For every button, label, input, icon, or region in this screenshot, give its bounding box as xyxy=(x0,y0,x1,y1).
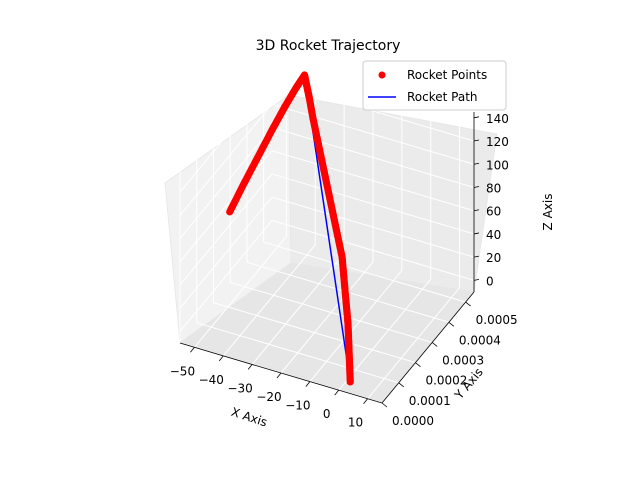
z-tick-mark xyxy=(473,162,480,165)
z-tick-mark xyxy=(473,209,480,212)
y-tick-label: 0.0002 xyxy=(425,374,467,388)
z-tick-label: 120 xyxy=(486,135,509,149)
back-pane xyxy=(288,94,498,293)
y-tick-mark xyxy=(398,382,404,388)
series-rocket-points xyxy=(226,71,354,386)
z-tick-label: 0 xyxy=(486,274,494,288)
x-grid-line xyxy=(194,235,287,348)
y-grid-line xyxy=(263,241,466,303)
y-tick-mark xyxy=(448,321,455,327)
y-tick-label: 0.0000 xyxy=(392,414,434,428)
chart-title: 3D Rocket Trajectory xyxy=(256,38,401,54)
x-grid-line xyxy=(338,278,432,391)
x-tick-mark xyxy=(305,381,311,387)
x-axis-label: X Axis xyxy=(230,405,269,430)
y-grid-line xyxy=(196,322,399,384)
z-axis-label: Z Axis xyxy=(541,194,555,231)
z-tick-mark xyxy=(473,278,480,281)
z-grid-line xyxy=(271,127,475,188)
x-tick-label: 0 xyxy=(323,407,331,421)
z-grid-line xyxy=(271,173,475,235)
y-grid-line xyxy=(230,281,433,343)
z-grid-line xyxy=(179,150,273,263)
z-tick-mark xyxy=(473,116,480,119)
z-axis-ticks: 0 20 40 60 80 100 120 140 xyxy=(473,112,509,288)
x-grid-line xyxy=(367,287,460,400)
y-axis-line xyxy=(381,291,475,404)
z-grid-line xyxy=(179,57,273,170)
legend-label-rocket-path: Rocket Path xyxy=(407,90,478,104)
x-grid-line xyxy=(222,244,316,357)
y-tick-label: 0.0003 xyxy=(442,353,484,367)
z-grid-line xyxy=(271,219,475,281)
z-tick-mark xyxy=(473,186,480,188)
x-tick-mark xyxy=(276,372,282,379)
x-tick-mark xyxy=(218,355,224,362)
y-tick-mark xyxy=(415,362,421,367)
z-grid-line xyxy=(271,103,475,165)
z-grid-line xyxy=(271,150,475,212)
legend-label-rocket-points: Rocket Points xyxy=(407,68,487,82)
x-tick-label: −40 xyxy=(199,373,224,387)
x-tick-mark xyxy=(363,398,368,404)
z-tick-label: 140 xyxy=(486,112,509,126)
x-tick-label: −20 xyxy=(256,390,281,404)
z-tick-label: 20 xyxy=(486,251,501,265)
z-tick-label: 80 xyxy=(486,181,501,195)
z-grid-line xyxy=(179,196,273,309)
y-grid-line xyxy=(213,302,416,364)
y-tick-mark xyxy=(431,342,438,347)
z-grid-line xyxy=(179,127,273,239)
grid-lines xyxy=(179,56,475,404)
legend: Rocket Points Rocket Path xyxy=(362,60,507,111)
x-tick-label: 10 xyxy=(348,416,363,430)
z-grid-line xyxy=(179,103,273,216)
x-grid-line xyxy=(309,270,403,382)
x-grid-line xyxy=(251,253,345,365)
y-tick-label: 0.0001 xyxy=(409,394,451,408)
z-tick-label: 40 xyxy=(486,228,501,242)
z-tick-mark xyxy=(473,255,480,258)
z-tick-label: 60 xyxy=(486,205,501,219)
z-grid-line xyxy=(271,196,475,258)
legend-marker-rocket-points xyxy=(378,71,386,79)
z-tick-mark xyxy=(473,232,480,235)
z-tick-label: 100 xyxy=(486,158,509,172)
rocket-point xyxy=(226,208,234,216)
z-grid-line xyxy=(179,220,273,332)
x-tick-label: −50 xyxy=(170,364,195,378)
x-tick-label: −10 xyxy=(285,399,310,413)
x-tick-label: −30 xyxy=(227,381,252,395)
y-tick-label: 0.0004 xyxy=(459,333,501,347)
z-grid-line xyxy=(179,173,273,286)
legend-box xyxy=(362,60,507,111)
y-tick-label: 0.0005 xyxy=(476,313,518,327)
y-tick-mark xyxy=(381,402,388,408)
x-tick-mark xyxy=(334,389,340,396)
x-tick-mark xyxy=(190,347,195,353)
z-grid-line xyxy=(179,80,273,193)
x-axis-ticks: −50 −40−30 −20 −10 0 10 xyxy=(170,347,368,430)
z-tick-mark xyxy=(473,139,480,142)
x-tick-mark xyxy=(247,364,253,370)
y-axis-ticks: 0.0000 0.0001 0.0002 0.0003 0.0004 0.0005 xyxy=(381,301,518,428)
y-tick-mark xyxy=(465,301,471,307)
x-grid-line xyxy=(280,261,374,374)
